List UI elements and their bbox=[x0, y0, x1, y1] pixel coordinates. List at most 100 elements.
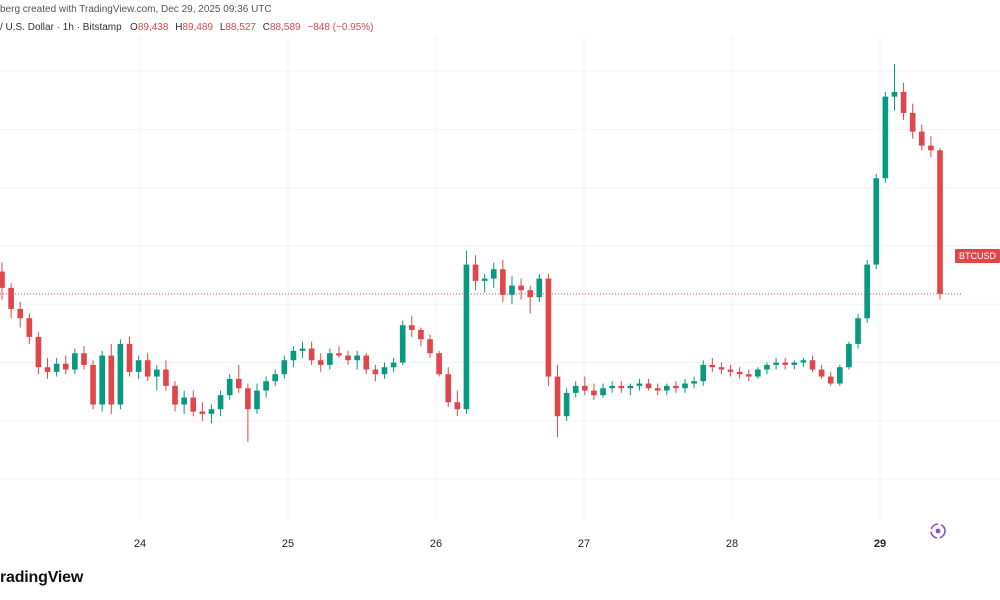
candle bbox=[882, 91, 889, 183]
replay-icon[interactable] bbox=[928, 521, 948, 541]
candle-body bbox=[0, 271, 5, 288]
candle bbox=[591, 383, 597, 400]
candle bbox=[99, 350, 105, 412]
candle bbox=[163, 360, 169, 391]
candle-body bbox=[153, 369, 160, 377]
candle bbox=[855, 313, 861, 349]
candle-body bbox=[691, 381, 697, 384]
candle bbox=[645, 378, 652, 391]
high-value: 89,489 bbox=[182, 22, 214, 33]
candle bbox=[846, 341, 852, 370]
candle bbox=[290, 346, 297, 368]
candle bbox=[35, 332, 42, 375]
candle bbox=[208, 404, 215, 424]
candle bbox=[827, 371, 834, 386]
candle bbox=[928, 136, 934, 158]
candle-body bbox=[937, 150, 943, 294]
candle-body bbox=[718, 367, 725, 370]
candle bbox=[281, 355, 288, 379]
x-tick-label: 26 bbox=[429, 538, 443, 550]
candle-body bbox=[654, 388, 661, 391]
chart-header: berg created with TradingView.com, Dec 2… bbox=[0, 4, 272, 15]
candle-body bbox=[190, 397, 197, 412]
candle bbox=[8, 283, 14, 319]
candle-body bbox=[163, 369, 169, 386]
candle-body bbox=[126, 343, 133, 372]
candle bbox=[117, 339, 124, 410]
candle-body bbox=[17, 308, 24, 319]
candle-body bbox=[755, 369, 761, 377]
candle bbox=[463, 250, 470, 414]
candle bbox=[918, 124, 925, 151]
candle-body bbox=[8, 287, 14, 309]
candle-body bbox=[582, 385, 588, 391]
candle bbox=[627, 383, 634, 396]
candle-body bbox=[35, 336, 42, 368]
candle bbox=[108, 343, 115, 414]
candle bbox=[363, 353, 370, 375]
open-value: 89,438 bbox=[137, 22, 169, 33]
candle-body bbox=[308, 348, 315, 361]
candle bbox=[500, 259, 506, 302]
candle bbox=[900, 82, 907, 120]
candle bbox=[691, 376, 697, 389]
candle-body bbox=[327, 353, 333, 365]
candle bbox=[864, 259, 870, 323]
candle-body bbox=[663, 385, 670, 391]
candle bbox=[718, 362, 725, 375]
x-axis: 24 25 26 27 28 29 bbox=[0, 538, 1000, 558]
candle-body bbox=[818, 369, 825, 377]
brand-text: radingView bbox=[0, 569, 84, 586]
x-tick-label: 28 bbox=[725, 538, 739, 550]
candle-body bbox=[399, 325, 406, 363]
candle bbox=[618, 381, 625, 393]
candle-body bbox=[117, 343, 124, 405]
candle-body bbox=[591, 390, 597, 396]
candle bbox=[345, 350, 351, 365]
candle-body bbox=[481, 278, 488, 281]
candle-body bbox=[618, 385, 625, 389]
candle bbox=[144, 353, 151, 382]
candle bbox=[226, 374, 233, 400]
creator-text: berg created with TradingView.com, Dec 2… bbox=[0, 4, 272, 15]
candle bbox=[673, 381, 679, 393]
close-label: C bbox=[262, 22, 270, 33]
candle bbox=[745, 369, 752, 382]
candle-body bbox=[181, 397, 187, 405]
candle bbox=[254, 383, 260, 414]
candle bbox=[72, 348, 78, 375]
candle bbox=[299, 341, 306, 358]
candle bbox=[454, 390, 461, 417]
candles bbox=[0, 63, 943, 442]
x-tick-label: 24 bbox=[133, 538, 147, 550]
candle-body bbox=[472, 264, 479, 281]
change-value: −848 (−0.95%) bbox=[307, 22, 374, 33]
candle-body bbox=[281, 360, 288, 375]
candle bbox=[764, 362, 770, 375]
x-tick-label: 25 bbox=[281, 538, 295, 550]
candle-body bbox=[891, 91, 898, 97]
candle-body bbox=[909, 112, 916, 132]
candle-body bbox=[427, 339, 433, 354]
candle-body bbox=[245, 388, 251, 410]
candle bbox=[582, 376, 588, 396]
candle-body bbox=[745, 374, 752, 377]
candle-body bbox=[736, 371, 743, 375]
candle-body bbox=[235, 378, 242, 389]
candle-body bbox=[317, 360, 324, 365]
candle bbox=[153, 364, 160, 391]
candle-body bbox=[99, 355, 105, 405]
candle bbox=[172, 381, 178, 412]
candle bbox=[445, 367, 452, 407]
candle bbox=[81, 346, 87, 370]
close-value: 88,589 bbox=[269, 22, 301, 33]
candle-body bbox=[436, 353, 442, 375]
candle bbox=[518, 278, 524, 300]
candle bbox=[436, 350, 442, 377]
candle-body bbox=[172, 385, 178, 405]
candle-body bbox=[372, 369, 379, 375]
candle-body bbox=[800, 360, 807, 363]
candle-body bbox=[500, 269, 506, 295]
candle bbox=[545, 273, 552, 386]
candle-body bbox=[345, 355, 351, 361]
